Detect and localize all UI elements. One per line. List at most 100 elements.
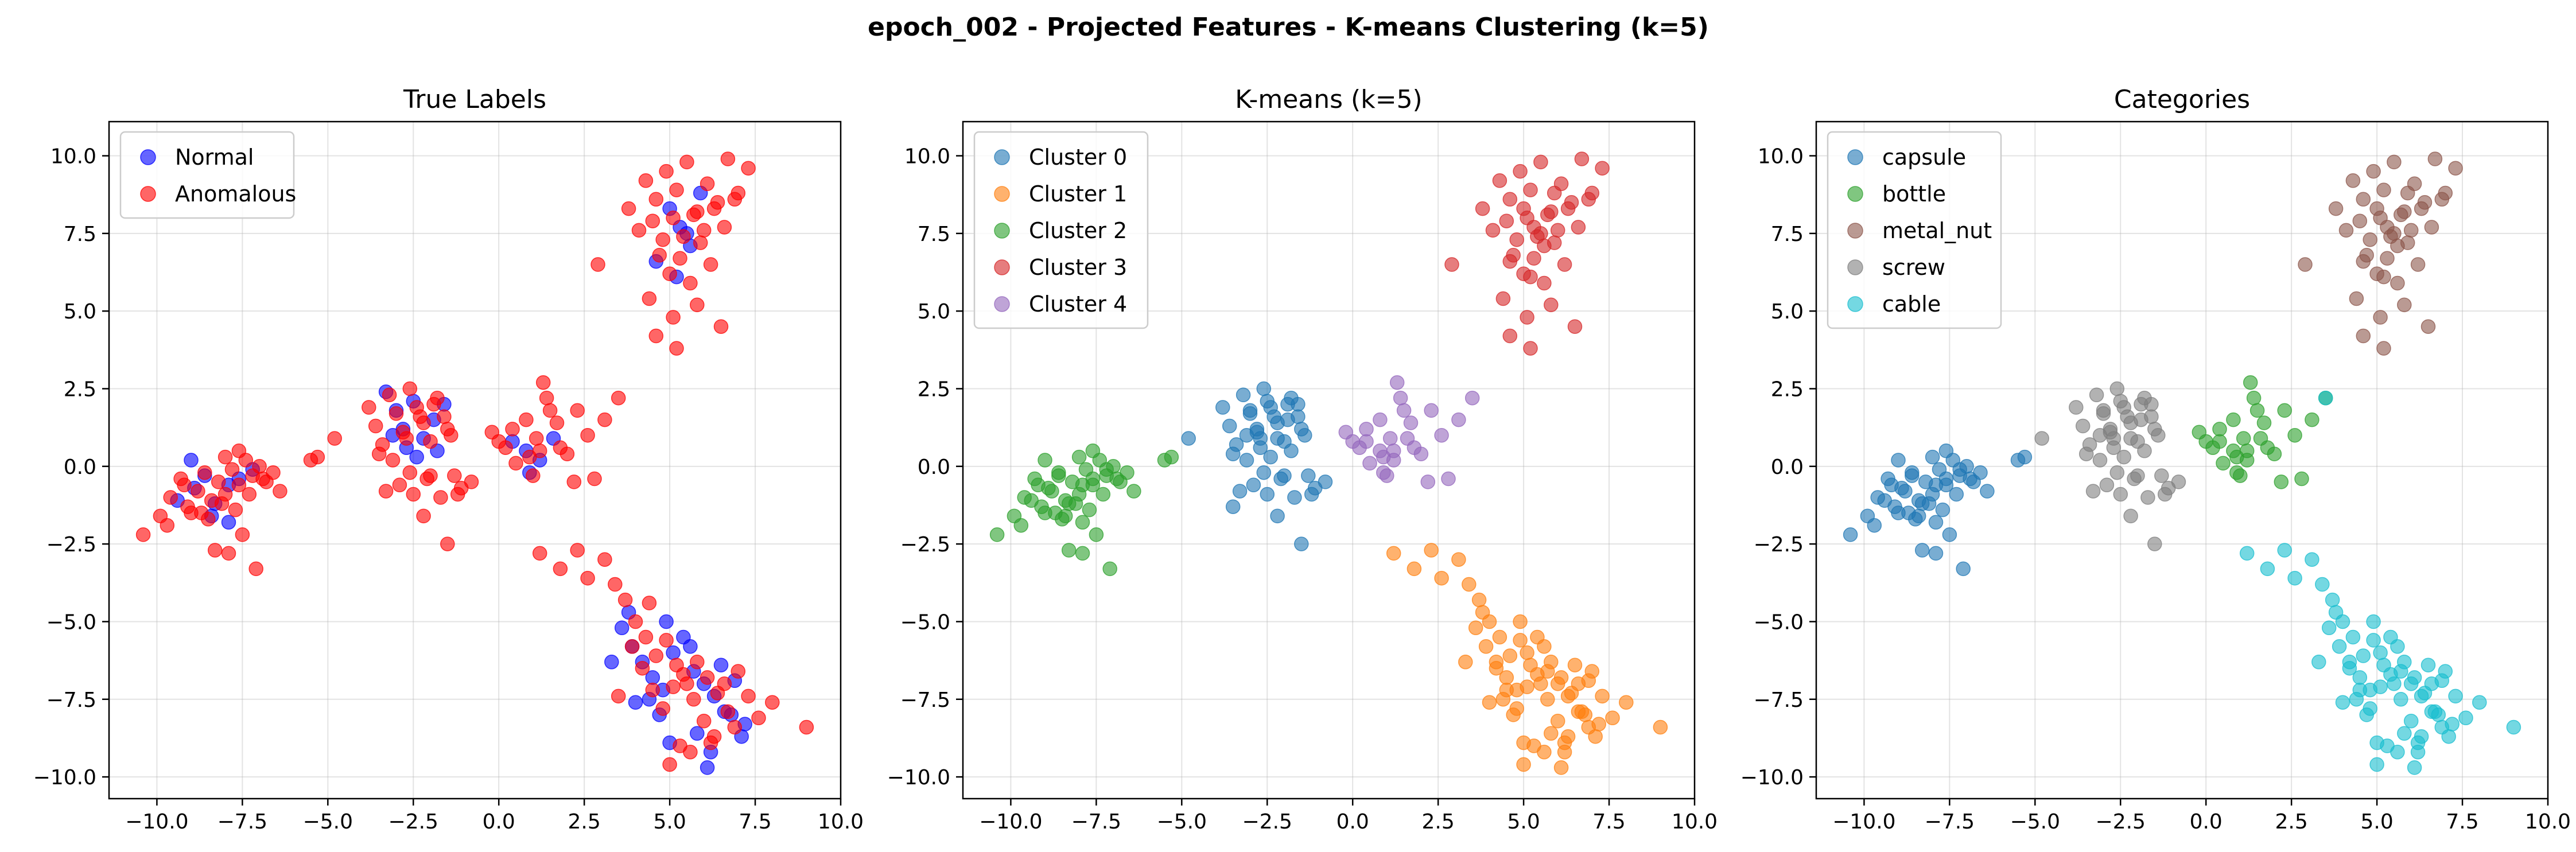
data-point <box>2106 440 2122 456</box>
data-point <box>741 161 756 176</box>
data-point <box>1099 462 1114 477</box>
data-point <box>590 257 605 272</box>
series-3-points <box>2298 151 2463 356</box>
legend-label: Anomalous <box>175 181 296 207</box>
legend-label: Normal <box>175 145 254 170</box>
data-point <box>2424 220 2439 235</box>
data-point <box>1905 468 1920 483</box>
data-point <box>1294 536 1309 551</box>
data-point <box>1595 161 1610 176</box>
data-point <box>1540 664 1555 679</box>
data-point <box>720 151 736 166</box>
data-point <box>1260 487 1275 502</box>
data-point <box>638 173 654 188</box>
data-point <box>2376 269 2391 285</box>
data-point <box>2410 257 2426 272</box>
data-point <box>1550 676 1565 691</box>
data-point <box>402 381 418 396</box>
data-point <box>1434 570 1449 586</box>
y-tick-label: −7.5 <box>46 688 96 712</box>
data-point <box>1537 275 1552 291</box>
series-4-points <box>1444 151 1610 356</box>
data-point <box>2147 536 2162 551</box>
data-point <box>690 297 705 313</box>
y-tick-label: −10.0 <box>887 766 950 789</box>
data-point <box>423 468 438 483</box>
data-point <box>700 670 715 685</box>
data-point <box>2369 201 2384 216</box>
legend-marker <box>994 149 1010 165</box>
data-point <box>491 434 506 449</box>
legend-marker <box>994 223 1010 239</box>
data-point <box>191 484 205 499</box>
data-point <box>703 257 718 272</box>
x-tick-label: 10.0 <box>1672 810 1718 834</box>
data-point <box>1403 415 1419 430</box>
data-point <box>399 431 414 446</box>
data-point <box>1061 496 1077 511</box>
data-point <box>2448 161 2463 176</box>
legend-label: Cluster 0 <box>1029 145 1127 170</box>
x-tick-label: −2.5 <box>1242 810 1292 834</box>
x-tick-label: 7.5 <box>739 810 771 834</box>
data-point <box>2099 477 2115 493</box>
data-point <box>2394 692 2408 707</box>
axes-frame <box>1815 120 2549 800</box>
data-point <box>655 701 670 716</box>
data-point <box>2123 431 2138 446</box>
data-point <box>423 434 438 449</box>
data-point <box>1359 434 1374 449</box>
data-point <box>1540 692 1555 707</box>
data-point <box>2147 422 2162 437</box>
data-point <box>1260 394 1275 409</box>
data-point <box>553 561 568 577</box>
legend-label: Cluster 4 <box>1029 291 1127 317</box>
data-point <box>2394 207 2408 223</box>
data-point <box>2427 151 2443 166</box>
data-point <box>642 291 657 306</box>
data-point <box>2352 670 2368 685</box>
legend-marker <box>1847 223 1863 239</box>
data-point <box>662 757 677 772</box>
series-2-points <box>135 151 814 772</box>
data-point <box>1246 477 1261 493</box>
data-point <box>1653 719 1668 735</box>
data-point <box>2274 474 2289 489</box>
x-tick-label: 10.0 <box>2525 810 2571 834</box>
data-point <box>1242 403 1258 418</box>
y-tick-label: 10.0 <box>1758 145 1804 169</box>
data-point <box>2287 570 2302 586</box>
y-tick-label: 5.0 <box>1771 300 1804 324</box>
data-point <box>2472 695 2487 710</box>
data-point <box>2216 456 2231 471</box>
data-point <box>2116 449 2131 465</box>
data-point <box>608 577 623 592</box>
data-point <box>1277 468 1292 483</box>
data-point <box>2369 735 2384 750</box>
data-point <box>1164 449 1179 465</box>
data-point <box>2506 719 2521 735</box>
data-point <box>2069 400 2084 415</box>
data-point <box>2321 620 2337 636</box>
legend-marker <box>140 186 156 202</box>
data-point <box>2246 390 2262 406</box>
x-tick-label: −2.5 <box>2096 810 2146 834</box>
legend-label: screw <box>1882 255 1945 280</box>
data-point <box>2431 707 2446 722</box>
data-point <box>1544 726 1559 741</box>
data-point <box>1051 468 1066 483</box>
data-point <box>1126 484 1141 499</box>
data-point <box>1089 527 1104 542</box>
data-point <box>673 738 687 753</box>
data-point <box>542 403 558 418</box>
data-point <box>440 536 455 551</box>
data-point <box>2352 213 2368 228</box>
data-point <box>731 664 746 679</box>
data-point <box>1235 387 1251 403</box>
data-point <box>1109 471 1124 487</box>
data-point <box>799 719 814 735</box>
data-point <box>160 518 175 533</box>
data-point <box>1075 546 1090 561</box>
data-point <box>1516 201 1531 216</box>
data-point <box>727 192 743 207</box>
